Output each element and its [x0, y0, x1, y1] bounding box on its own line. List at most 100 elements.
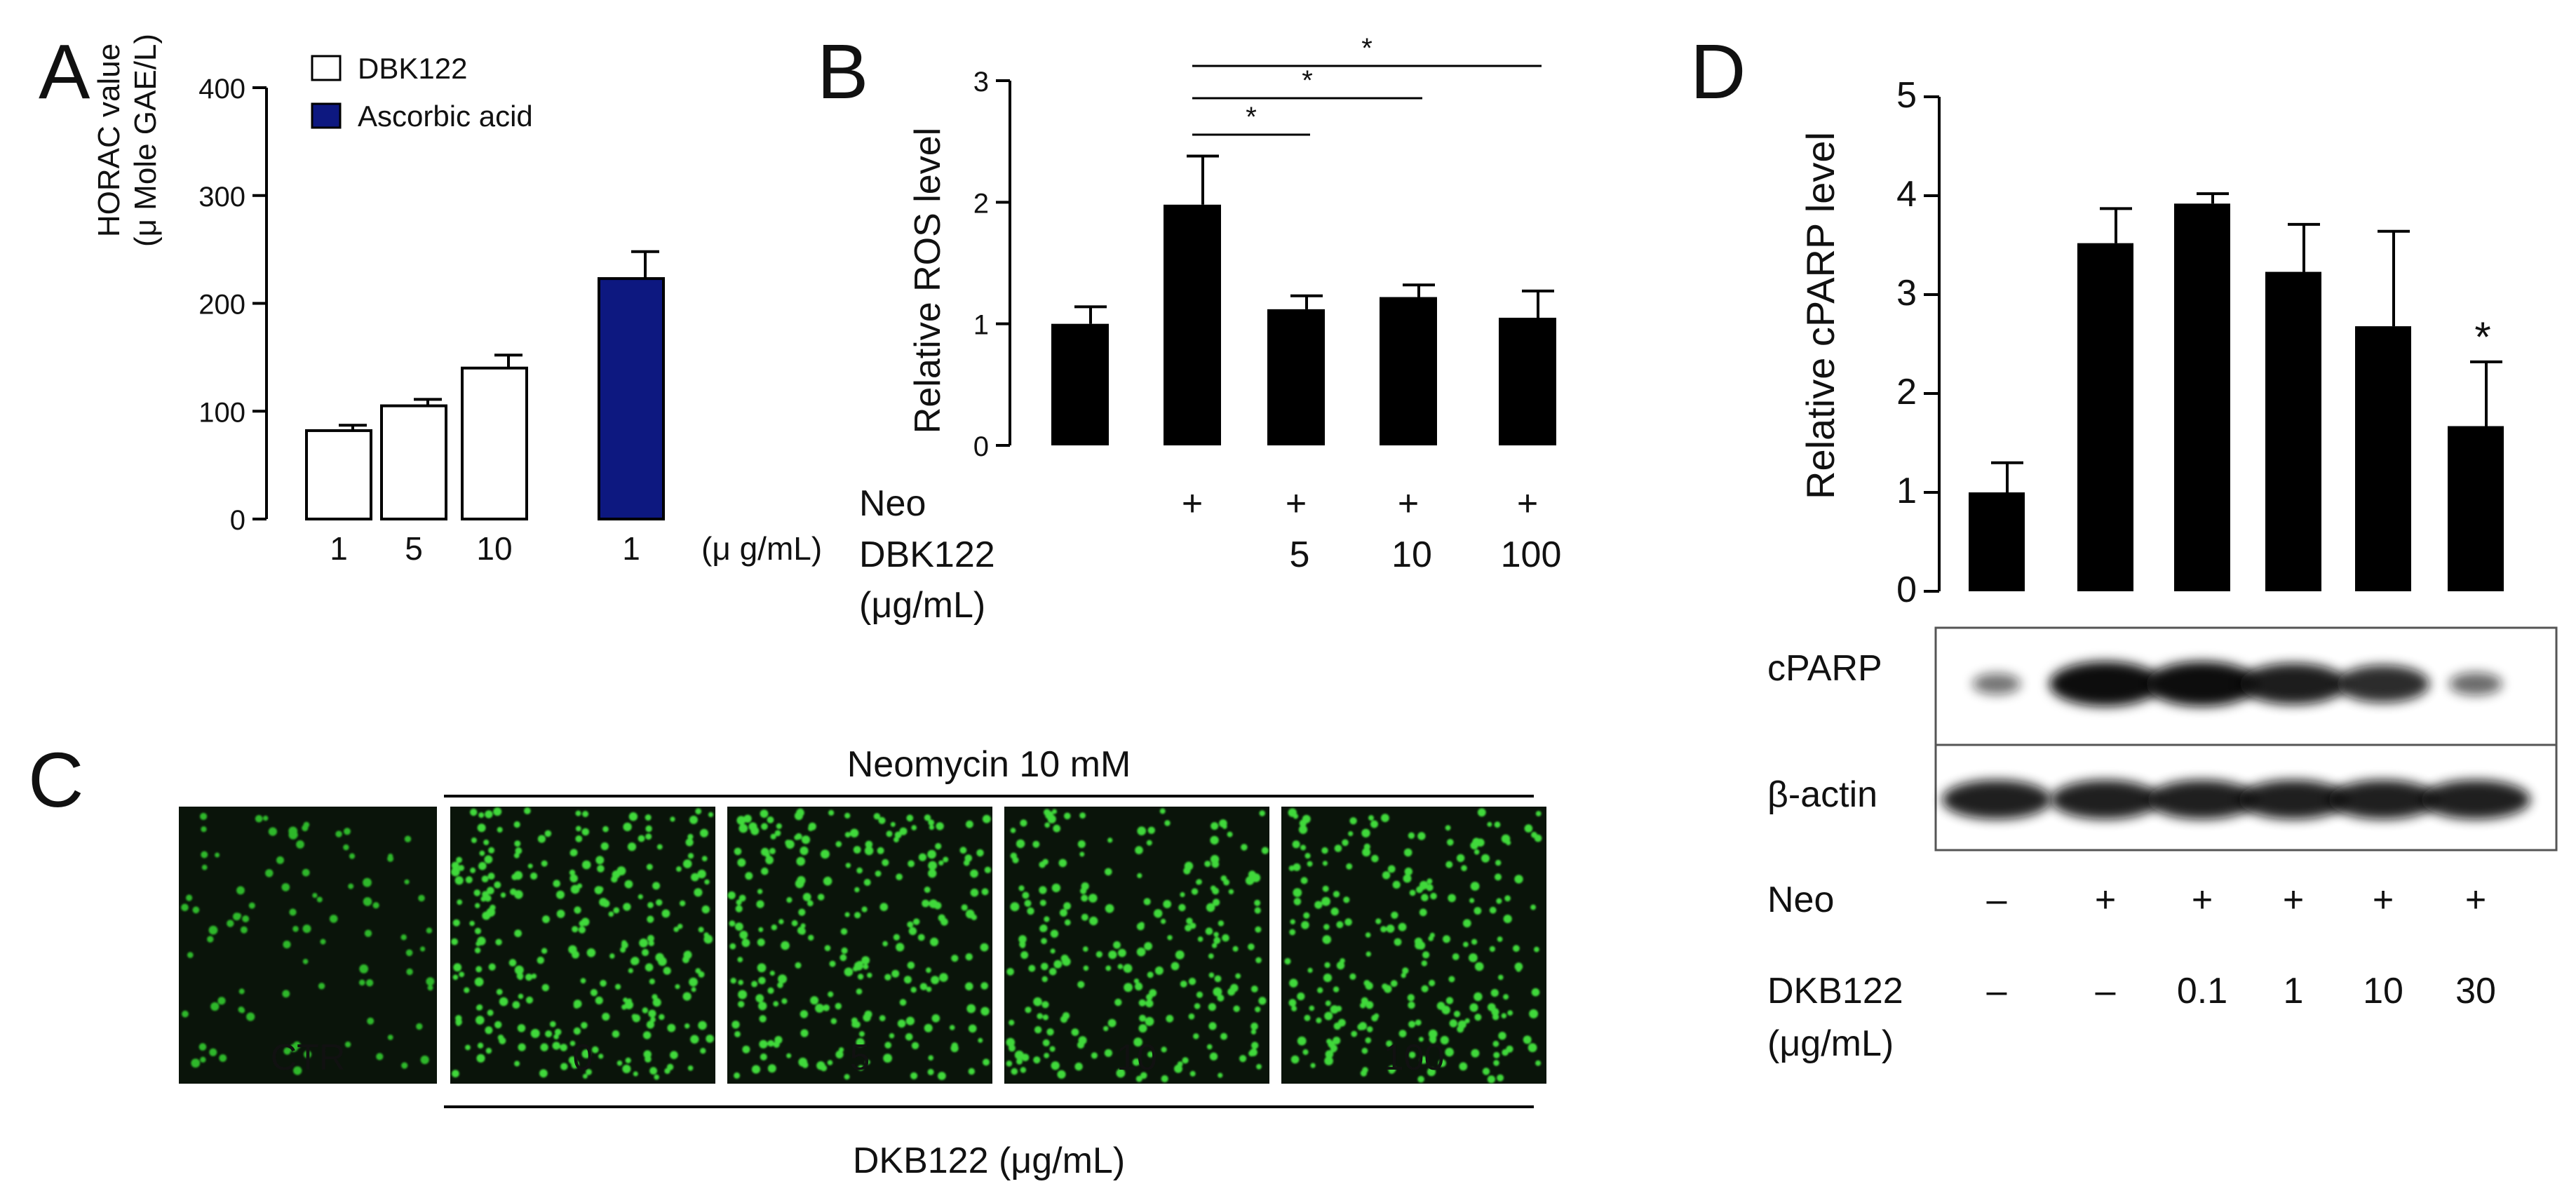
- panel-b-neo-mark: +: [1182, 483, 1203, 524]
- panel-d-y-tick-label: 0: [1896, 570, 1917, 610]
- panel-letter-a: A: [39, 29, 90, 115]
- panel-a-bar: [598, 277, 665, 520]
- panel-b-y-tick-label: 2: [973, 188, 989, 219]
- panel-b-ylabel: Relative ROS level: [908, 128, 948, 433]
- panel-d-neo-mark: +: [2283, 880, 2304, 920]
- panel-d-ylabel: Relative cPARP level: [1798, 132, 1842, 499]
- panel-c-header: Neomycin 10 mM: [847, 744, 1131, 785]
- legend-label-dbk122: DBK122: [358, 52, 467, 85]
- panel-b-bar: [1164, 204, 1221, 445]
- micrograph-cells: [727, 808, 992, 1080]
- blot-band-actin: [2328, 780, 2438, 819]
- blot-band-cparp: [2146, 661, 2258, 706]
- panel-d-bar: [2174, 203, 2230, 591]
- legend-label-ascorbic: Ascorbic acid: [358, 100, 533, 133]
- panel-d-bar: [2077, 243, 2133, 591]
- micrograph-label: 10: [1117, 1037, 1157, 1078]
- panel-b-y-tick-label: 0: [973, 431, 989, 462]
- panel-b-conditions: + + + +5 10 100: [1182, 483, 1562, 575]
- panel-c-footer: DKB122 (μg/mL): [853, 1140, 1125, 1181]
- panel-letter-d: D: [1690, 29, 1746, 115]
- panel-b-y-tick-label: 3: [973, 67, 989, 97]
- panel-d-bars: *: [1969, 192, 2504, 591]
- micrograph-label: 100: [1384, 1037, 1445, 1078]
- micrograph-frame: [450, 807, 715, 1084]
- panel-a-y-tick-label: 200: [198, 290, 245, 321]
- micrograph-frame: [179, 807, 437, 1084]
- blot-label-cparp: cPARP: [1767, 648, 1882, 689]
- blot-band-cparp: [2337, 665, 2429, 703]
- panel-d-bar: [2448, 426, 2504, 591]
- panel-b-significance-star: *: [1361, 33, 1373, 64]
- panel-a-unit-label: (μ g/mL): [701, 530, 822, 567]
- panel-d-chart: 0 1 2 3 4 5 * Relative cPARP level cPARP β-ac…: [1767, 75, 2558, 1064]
- blot-band-actin: [2421, 780, 2530, 819]
- panel-a-y-tick-label: 100: [198, 397, 245, 428]
- panel-d-row1-label: Neo: [1767, 880, 1834, 920]
- panel-a-x-tick-label: 5: [405, 530, 423, 567]
- panel-d-dose-label: 30: [2455, 971, 2496, 1011]
- panel-d-dose-label: –: [1987, 971, 2007, 1011]
- panel-d-y-tick-label: 3: [1896, 273, 1917, 314]
- blot-band-actin: [2051, 780, 2160, 819]
- panel-a-ylabel-line1: HORAC value: [92, 43, 126, 237]
- micrograph-label: 0: [573, 1037, 593, 1078]
- panel-b-bar: [1499, 318, 1556, 445]
- panel-d-dose-label: 1: [2284, 971, 2304, 1011]
- panel-a-chart: 0 100 200 300 400 1 5 10 1 HORAC value (μ Mole …: [92, 34, 822, 567]
- panel-d-bar: [1969, 492, 2025, 591]
- blot-band-cparp: [1972, 673, 2021, 695]
- legend-swatch-dbk122: [311, 55, 342, 81]
- micrograph-cells: [1284, 808, 1542, 1084]
- micrograph-label: 5: [850, 1037, 870, 1078]
- panel-b-bar: [1051, 323, 1109, 445]
- panel-d-y-tick-label: 5: [1896, 75, 1917, 116]
- panel-letter-b: B: [817, 29, 868, 115]
- panel-d-bar: [2355, 326, 2411, 591]
- panel-c-micrographs: CTR 0 5 10 100: [179, 807, 1546, 1084]
- panel-b-axes: 0 1 2 3: [973, 67, 1011, 462]
- panel-b-neo-mark: +: [1398, 483, 1419, 524]
- panel-letter-c: C: [28, 737, 83, 823]
- panel-a-bar: [461, 366, 528, 520]
- panel-d-dose-label: 0.1: [2177, 971, 2227, 1011]
- panel-a-y-tick-label: 400: [198, 74, 245, 105]
- micrograph-cells: [1006, 808, 1269, 1083]
- panel-d-row2-unit: (μg/mL): [1767, 1023, 1894, 1064]
- blot-band-cparp: [2239, 663, 2347, 705]
- panel-d-neo-mark: +: [2095, 880, 2116, 920]
- panel-d-neo-mark: –: [1987, 880, 2007, 920]
- panel-d-dose-label: 10: [2363, 971, 2403, 1011]
- panel-a-x-tick-label: 1: [622, 530, 640, 567]
- micrograph-label: CTR: [271, 1037, 346, 1078]
- panel-d-y-tick-label: 2: [1896, 372, 1917, 412]
- panel-b-dose-label: 100: [1501, 534, 1562, 575]
- panel-a-bar: [380, 404, 447, 520]
- panel-d-y-tick-label: 4: [1896, 174, 1917, 215]
- panel-b-bars: [1051, 154, 1556, 445]
- panel-d-neo-mark: +: [2373, 880, 2394, 920]
- blot-band-cparp: [2049, 661, 2162, 706]
- micrograph-cells: [451, 807, 714, 1080]
- blot-label-actin: β-actin: [1767, 774, 1877, 815]
- blot-band-actin: [2147, 780, 2257, 819]
- panel-b-bar: [1267, 309, 1325, 445]
- panel-b-neo-mark: +: [1517, 483, 1538, 524]
- panel-d-neo-mark: +: [2465, 880, 2486, 920]
- panel-b-row2-unit: (μg/mL): [859, 585, 985, 626]
- panel-d-significance-star: *: [2474, 314, 2490, 361]
- blot-band-cparp: [2449, 672, 2502, 696]
- panel-d-y-tick-label: 1: [1896, 471, 1917, 511]
- panel-b-neo-mark: +: [1286, 483, 1307, 524]
- blot-band-actin: [1942, 780, 2051, 819]
- panel-b-significance-star: *: [1246, 102, 1257, 133]
- panel-b-bar: [1380, 297, 1437, 445]
- panel-b-dose-label: 10: [1391, 534, 1432, 575]
- panel-b-dose-label: 5: [1290, 534, 1310, 575]
- legend-swatch-ascorbic: [311, 102, 342, 129]
- panel-d-conditions: – + + + + + – – 0.1 1 10 30: [1987, 880, 2496, 1011]
- micrograph-cells: [181, 812, 435, 1075]
- panel-a-x-tick-label: 1: [330, 530, 348, 567]
- panel-d-neo-mark: +: [2192, 880, 2213, 920]
